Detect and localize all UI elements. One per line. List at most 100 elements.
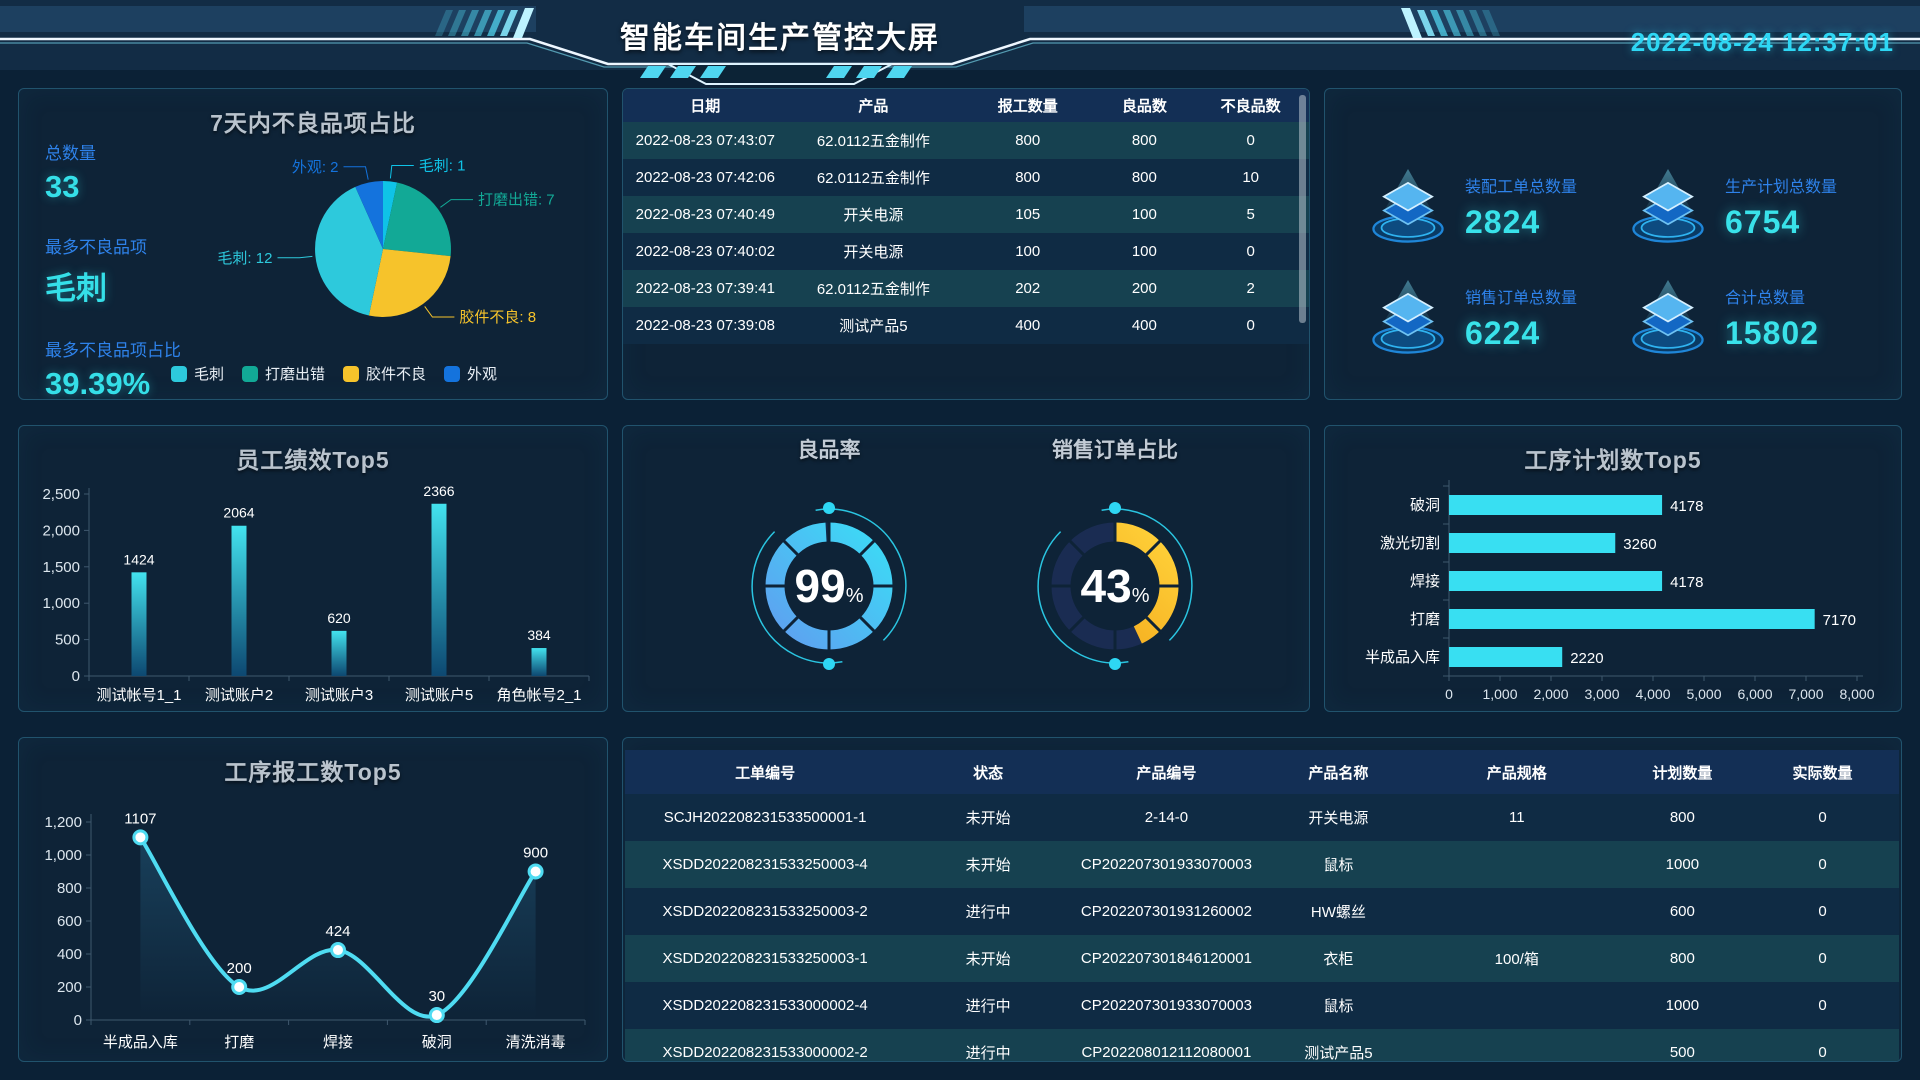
employee-bar-chart: 0 500 1,000 1,500 2,000 2,500 1424 测试帐号1_1 2064 测… <box>42 483 590 704</box>
svg-text:7170: 7170 <box>1823 612 1856 629</box>
table-cell: 800 <box>1015 132 1041 149</box>
column-header: 产品编号 <box>1070 750 1262 794</box>
table-cell: 0 <box>1818 950 1827 967</box>
dashboard-grid: 7天内不良品项占比 总数量 33 最多不良品项 毛刺 最多不良品项占比 39.3… <box>0 70 1920 1080</box>
panel-process-report: 工序报工数Top5 0 200 400 600 800 1,000 1,200 1107 半成品… <box>18 737 608 1062</box>
table-row: 2022-08-23 07:43:07 62.0112五金制作 800 800 0 <box>623 122 1309 159</box>
hbar <box>1449 571 1663 591</box>
table-header-row: 工单编号 状态 产品编号 产品名称 产品规格 计划数量 实际数量 <box>625 750 1899 794</box>
layers-icon <box>1632 168 1704 243</box>
table-cell: 400 <box>1015 317 1041 334</box>
svg-text:200: 200 <box>57 979 82 996</box>
table-cell: 0 <box>1246 243 1255 260</box>
svg-text:3,000: 3,000 <box>1584 686 1619 702</box>
stat-value: 毛刺 <box>45 271 107 306</box>
pie-slice <box>383 181 398 249</box>
svg-text:3260: 3260 <box>1623 536 1656 553</box>
table-cell <box>1415 841 1619 888</box>
column-header: 状态 <box>905 750 1071 794</box>
stat-value: 33 <box>45 169 80 204</box>
line-point <box>231 979 248 995</box>
panel-title-employee-performance: 员工绩效Top5 <box>236 447 390 473</box>
hbar <box>1449 647 1563 667</box>
table-cell: CP202207301933070003 <box>1080 856 1252 873</box>
column-header: 不良品数 <box>1192 89 1309 122</box>
svg-text:30: 30 <box>428 988 445 1005</box>
table-cell: 鼠标 <box>1323 998 1354 1015</box>
column-header: 计划数量 <box>1618 750 1747 794</box>
svg-text:测试账户2: 测试账户2 <box>205 687 273 704</box>
svg-text:1,000: 1,000 <box>44 847 82 864</box>
card-label: 装配工单总数量 <box>1465 178 1578 196</box>
table-cell: 测试产品5 <box>1304 1045 1373 1062</box>
table-row: XSDD202208231533250003-2 进行中 CP20220730193… <box>625 888 1899 935</box>
svg-text:半成品入库: 半成品入库 <box>103 1034 178 1051</box>
table-cell: 500 <box>1669 1044 1695 1061</box>
table-cell: 2022-08-23 07:40:02 <box>635 243 775 260</box>
table-cell: XSDD202208231533250003-1 <box>662 950 868 967</box>
table-cell: 0 <box>1818 997 1827 1014</box>
gauge-sales-ratio: 销售订单占比 43% <box>965 438 1265 691</box>
panel-totals: 装配工单总数量 2824 生产计划总数量 6754 销售订单总数量 6224 <box>1324 88 1902 400</box>
table-header-row: 日期 产品 报工数量 良品数 不良品数 <box>623 89 1309 122</box>
card-label: 生产计划总数量 <box>1725 178 1838 196</box>
process-plan-hbar-chart: 0 1,000 2,000 3,000 4,000 5,000 6,000 7,000 8,00… <box>1365 480 1875 702</box>
table-cell: 2022-08-23 07:39:08 <box>635 317 775 334</box>
bar <box>331 630 347 676</box>
gauge-title: 销售订单占比 <box>1052 439 1178 462</box>
line-point <box>527 863 544 880</box>
svg-text:900: 900 <box>523 845 548 862</box>
totals-cards: 装配工单总数量 2824 生产计划总数量 6754 销售订单总数量 6224 <box>1325 89 1901 399</box>
table-row: 2022-08-23 07:40:49 开关电源 105 100 5 <box>623 196 1309 233</box>
card-value: 15802 <box>1725 314 1819 351</box>
svg-text:500: 500 <box>55 632 80 649</box>
line-point <box>132 829 149 846</box>
work-order-table-wrap: 工单编号 状态 产品编号 产品名称 产品规格 计划数量 实际数量 SCJH2022082315… <box>623 738 1901 1062</box>
table-cell: 10 <box>1242 169 1260 186</box>
card-text: 装配工单总数量 2824 <box>1465 173 1577 241</box>
hbar <box>1449 495 1663 515</box>
column-header: 良品数 <box>1096 89 1193 122</box>
stat-card-grand-total: 合计总数量 15802 <box>1625 262 1885 373</box>
bar <box>131 572 147 676</box>
svg-text:1,500: 1,500 <box>42 559 80 576</box>
svg-text:毛刺: 12: 毛刺: 12 <box>217 250 272 267</box>
scrollbar[interactable] <box>1299 95 1306 323</box>
table-row: XSDD202208231533250003-4 未开始 CP20220730193… <box>625 841 1899 888</box>
svg-text:打磨: 打磨 <box>1410 611 1440 628</box>
svg-text:焊接: 焊接 <box>323 1034 353 1051</box>
column-header: 日期 <box>623 89 788 122</box>
table-cell: 62.0112五金制作 <box>816 281 930 298</box>
header-timestamp: 2022-08-24 12:37:01 <box>1630 27 1894 57</box>
svg-text:角色帐号2_1: 角色帐号2_1 <box>496 687 581 704</box>
legend-swatch <box>343 365 360 382</box>
table-cell: 开关电源 <box>843 244 904 261</box>
legend-item: 外观 <box>444 363 497 384</box>
report-table: 日期 产品 报工数量 良品数 不良品数 2022-08-23 07:43:07 62.011… <box>623 89 1309 344</box>
table-cell: HW螺丝 <box>1310 904 1366 921</box>
svg-text:384: 384 <box>527 627 551 643</box>
table-row: XSDD202208231533250003-1 未开始 CP20220730184… <box>625 935 1899 982</box>
stat-card-assembly-orders: 装配工单总数量 2824 <box>1365 151 1625 262</box>
table-cell: 100/箱 <box>1494 951 1539 968</box>
card-value: 6224 <box>1465 314 1541 351</box>
panel-title-process-plan: 工序计划数Top5 <box>1524 447 1702 473</box>
column-header: 实际数量 <box>1746 750 1899 794</box>
table-row: XSDD202208231533000002-2 进行中 CP20220801211… <box>625 1029 1899 1062</box>
column-header: 工单编号 <box>625 750 906 794</box>
svg-text:424: 424 <box>325 923 350 940</box>
defect-summary: 总数量 33 最多不良品项 毛刺 最多不良品项占比 39.39% <box>45 139 181 399</box>
table-row: 2022-08-23 07:39:08 测试产品5 400 400 0 <box>623 307 1309 344</box>
svg-text:1424: 1424 <box>123 551 154 567</box>
svg-text:4178: 4178 <box>1670 498 1703 515</box>
card-text: 合计总数量 15802 <box>1725 284 1819 352</box>
hbar <box>1449 533 1616 553</box>
table-cell: 进行中 <box>965 1045 1011 1062</box>
stat-label: 总数量 <box>45 144 96 163</box>
svg-text:600: 600 <box>57 913 82 930</box>
bar <box>231 525 247 676</box>
header: 智能车间生产管控大屏 2022-08-24 12:37:01 <box>0 0 1920 85</box>
card-text: 销售订单总数量 6224 <box>1465 284 1577 352</box>
legend-item: 胶件不良 <box>343 363 426 384</box>
pie-slice <box>368 249 451 317</box>
